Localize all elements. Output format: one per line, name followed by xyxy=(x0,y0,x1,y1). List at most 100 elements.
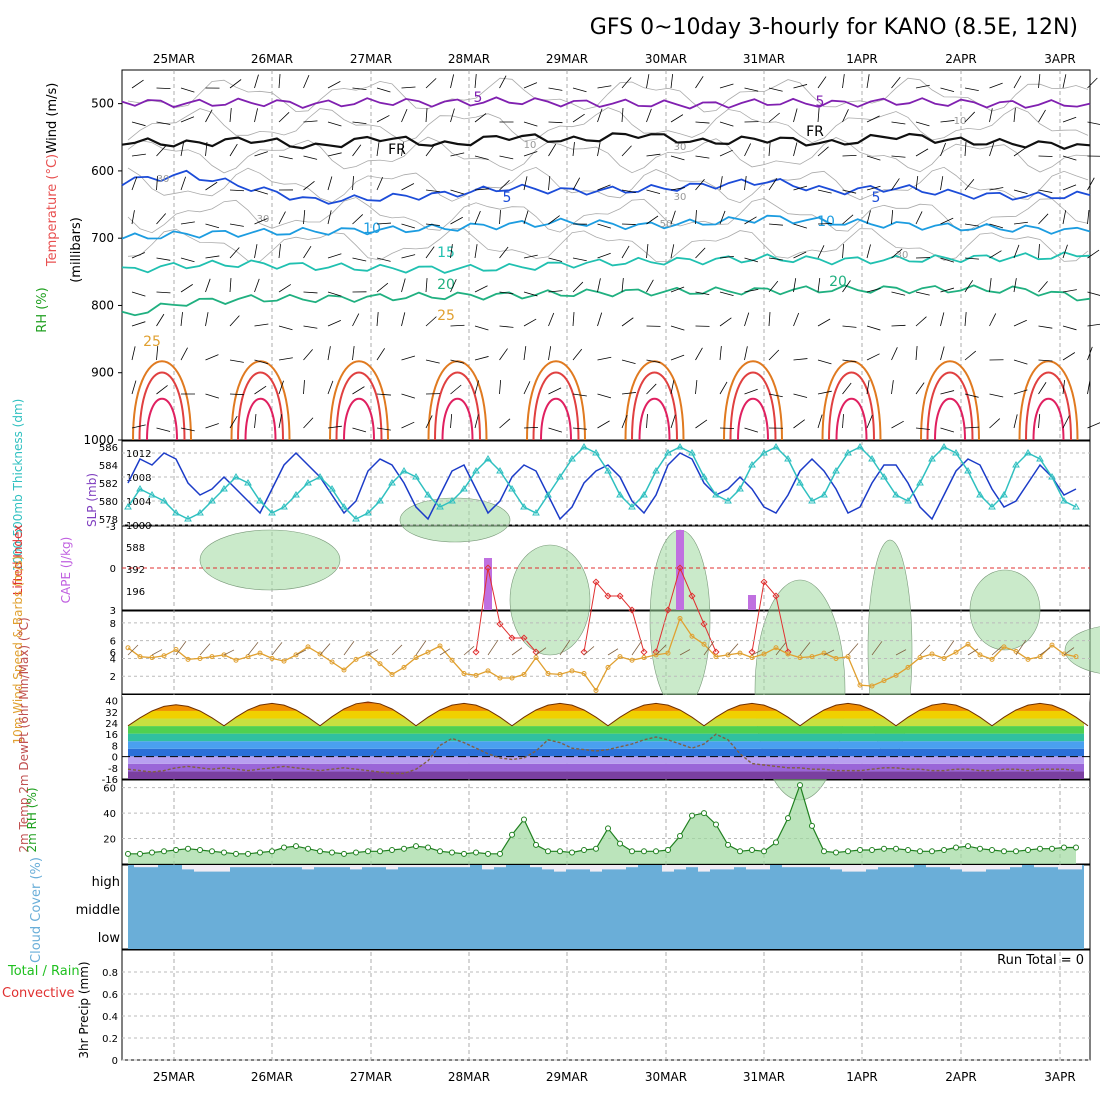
cloud-high-gap xyxy=(278,865,290,868)
wind-barb xyxy=(1013,221,1028,225)
temp-band xyxy=(128,748,1084,757)
contour-label: 30 xyxy=(257,214,270,225)
date-label-bottom: 29MAR xyxy=(546,1070,588,1084)
warm-loop-contour xyxy=(343,397,375,441)
wind-barb-10m xyxy=(415,640,427,656)
wind-barb xyxy=(180,87,195,93)
thickness-marker xyxy=(952,449,960,456)
wind-barb xyxy=(866,353,880,361)
wind-barb xyxy=(450,244,453,259)
wind-barb xyxy=(1013,244,1020,259)
wind-barb xyxy=(1062,244,1068,259)
date-label-top: 27MAR xyxy=(350,52,392,66)
thickness-marker xyxy=(568,455,576,462)
wind-barb xyxy=(842,109,849,123)
ytick-label-slp: 1000 xyxy=(126,521,151,532)
wind-barb xyxy=(940,142,946,157)
wind-barb xyxy=(989,82,1003,89)
cloud-high-gap xyxy=(362,865,374,868)
wind-barb xyxy=(891,347,898,361)
ytick-label-temp: 24 xyxy=(105,719,118,730)
rh-marker xyxy=(857,847,863,853)
wind-barb xyxy=(450,414,453,429)
temp-curve xyxy=(127,701,1089,727)
rh-contour-grey xyxy=(127,106,1089,144)
wind-speed-marker xyxy=(281,658,287,664)
wind-speed-marker xyxy=(905,664,911,670)
wind-barb-10m xyxy=(199,643,211,656)
cloud-high-gap xyxy=(902,865,914,868)
wind-speed-marker xyxy=(653,652,659,658)
rh-shade-7 xyxy=(1064,626,1100,674)
legend-precip-convective: Convective xyxy=(2,986,75,1001)
wind-barb xyxy=(646,244,649,259)
wind-barb xyxy=(964,111,976,123)
wind-barb xyxy=(205,109,213,123)
wind-barb xyxy=(131,321,146,327)
thickness-marker xyxy=(808,497,816,504)
ytick-label-temp: -16 xyxy=(102,775,118,786)
wind-barb xyxy=(964,426,979,429)
wind-barb xyxy=(131,121,146,127)
wind-barb xyxy=(891,420,904,429)
cloud-high-gap xyxy=(374,865,386,868)
wind-barb xyxy=(180,427,195,432)
rh-marker xyxy=(233,850,239,857)
wind-barb xyxy=(1087,346,1093,361)
ytick-label-precip: 0 xyxy=(112,1056,118,1067)
ylabel-slp: SLP (mb) xyxy=(85,473,99,527)
ytick-label-precip: 0.2 xyxy=(102,1034,118,1045)
wind-speed-marker xyxy=(749,655,755,661)
wind-barb xyxy=(499,348,508,361)
cape-bar xyxy=(676,530,684,610)
wind-barb xyxy=(572,257,587,262)
wind-barb xyxy=(866,155,881,161)
cloud-high-gap xyxy=(626,865,638,868)
wind-barb xyxy=(523,151,538,157)
ylabel-pressure: (millibars) xyxy=(69,217,84,283)
wind-barb xyxy=(180,221,195,225)
rh-marker xyxy=(617,840,623,847)
ytick-label-rh: 40 xyxy=(103,809,116,820)
wind-barb-10m xyxy=(535,647,547,656)
ytick-label-pressure: 600 xyxy=(91,164,114,178)
wind-barb xyxy=(940,427,955,433)
wind-barb xyxy=(327,176,333,191)
wind-barb xyxy=(1038,189,1053,193)
cloud-high-gap xyxy=(410,865,422,868)
thickness-marker xyxy=(460,485,468,492)
lifted-index-line xyxy=(751,580,789,653)
cloud-high-gap xyxy=(806,865,818,868)
ytick-label-pressure: 1000 xyxy=(83,433,114,447)
wind-barb xyxy=(1013,147,1026,157)
contour-label: 5 xyxy=(872,190,881,206)
wind-barb xyxy=(450,152,465,157)
rh-marker xyxy=(821,848,827,855)
rh-contour-grey xyxy=(127,166,1089,204)
wind-barb xyxy=(474,244,478,259)
legend-precip-total: Total / Rain xyxy=(7,964,80,979)
wind-barb xyxy=(376,257,391,262)
wind-barb xyxy=(156,385,168,395)
wind-barb xyxy=(572,177,581,191)
wind-barb xyxy=(719,210,726,225)
wind-barb xyxy=(646,74,650,89)
wind-barb xyxy=(915,382,925,395)
wind-barb-10m xyxy=(799,642,811,656)
wind-barb xyxy=(695,121,710,124)
wind-speed-marker xyxy=(533,655,539,661)
wind-barb xyxy=(450,324,465,327)
thickness-marker xyxy=(856,443,864,450)
contour-label: 30 xyxy=(674,142,687,153)
wind-speed-marker xyxy=(737,650,743,656)
ytick-label-wind: 8 xyxy=(110,619,116,630)
wind-barb xyxy=(744,288,759,293)
rh-marker xyxy=(425,844,431,851)
ytick-label-li: 6 xyxy=(110,648,116,659)
wind-barb xyxy=(646,108,652,123)
rh-marker xyxy=(329,849,335,856)
wind-barb xyxy=(842,382,852,395)
wind-barb-10m xyxy=(439,648,451,656)
wind-barb xyxy=(1038,414,1041,429)
rh-marker xyxy=(569,849,575,856)
